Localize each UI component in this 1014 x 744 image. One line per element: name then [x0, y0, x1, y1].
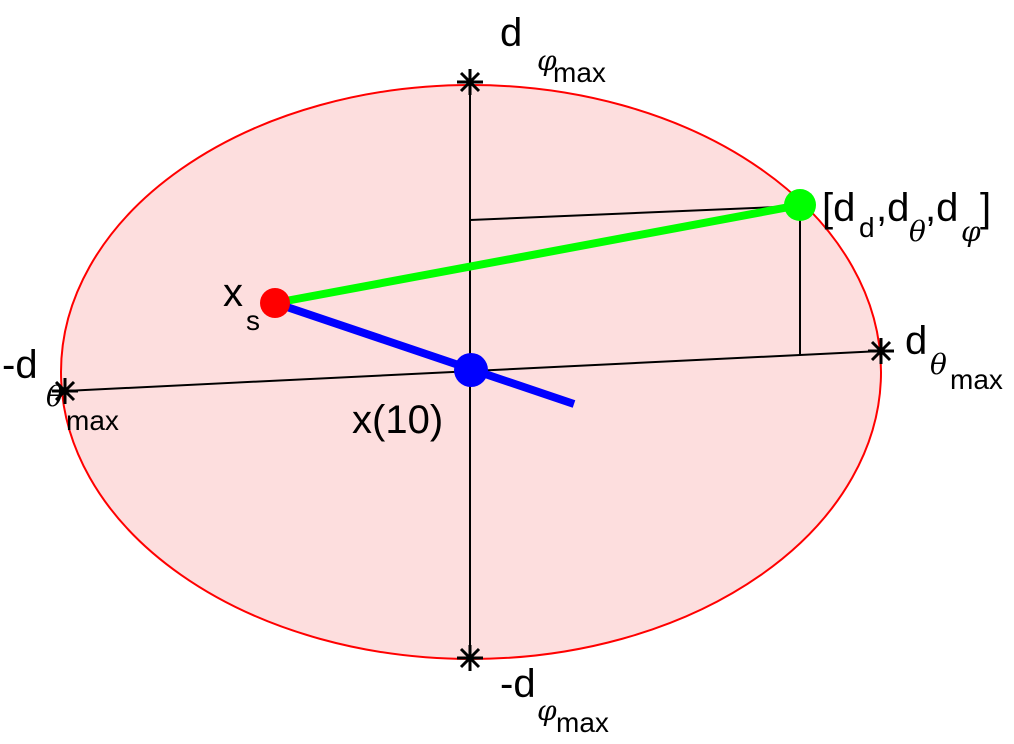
label-sub: max — [556, 707, 609, 738]
label-greek: θ — [930, 348, 947, 381]
label-comma-d-phi: ,d — [925, 186, 958, 230]
label-d-theta-max: d θ max — [905, 319, 1003, 395]
label-theta: θ — [909, 215, 926, 248]
projection-line-horizontal — [469, 205, 801, 221]
label-greek: φ — [537, 694, 557, 727]
label-x10: x(10) — [352, 398, 443, 442]
label-main: x — [223, 271, 243, 315]
label-d-phi-max: d φ max — [500, 11, 606, 88]
label-comma-d-theta: ,d — [876, 186, 909, 230]
label-close: ] — [980, 186, 991, 230]
label-neg-d-theta-max: -d θ max — [2, 343, 119, 436]
label-sub: max — [66, 405, 119, 436]
star-marker-top — [457, 69, 483, 95]
blue-vector — [273, 299, 576, 408]
label-neg-d-phi-max: -d φ max — [500, 662, 609, 738]
label-x-s: x s — [223, 271, 260, 336]
label-greek: θ — [46, 380, 63, 413]
green-vector — [274, 201, 801, 307]
label-sub-d: d — [859, 212, 875, 243]
label-open: [d — [822, 186, 855, 230]
label-greek: φ — [537, 44, 557, 77]
label-main: -d — [2, 343, 38, 387]
label-sub: max — [553, 57, 606, 88]
red-point-marker — [260, 288, 290, 318]
blue-point-marker — [454, 353, 488, 387]
label-sub: s — [246, 305, 260, 336]
star-marker-left — [52, 378, 78, 404]
label-main: -d — [500, 662, 536, 706]
label-main: d — [905, 319, 927, 363]
label-point-coords: [d d ,d θ ,d φ ] — [822, 186, 991, 248]
label-phi: φ — [961, 215, 981, 248]
label-sub: max — [950, 364, 1003, 395]
star-marker-right — [868, 338, 894, 364]
label-main: d — [500, 11, 522, 55]
star-marker-bottom — [457, 645, 483, 671]
green-point-marker — [784, 189, 816, 221]
